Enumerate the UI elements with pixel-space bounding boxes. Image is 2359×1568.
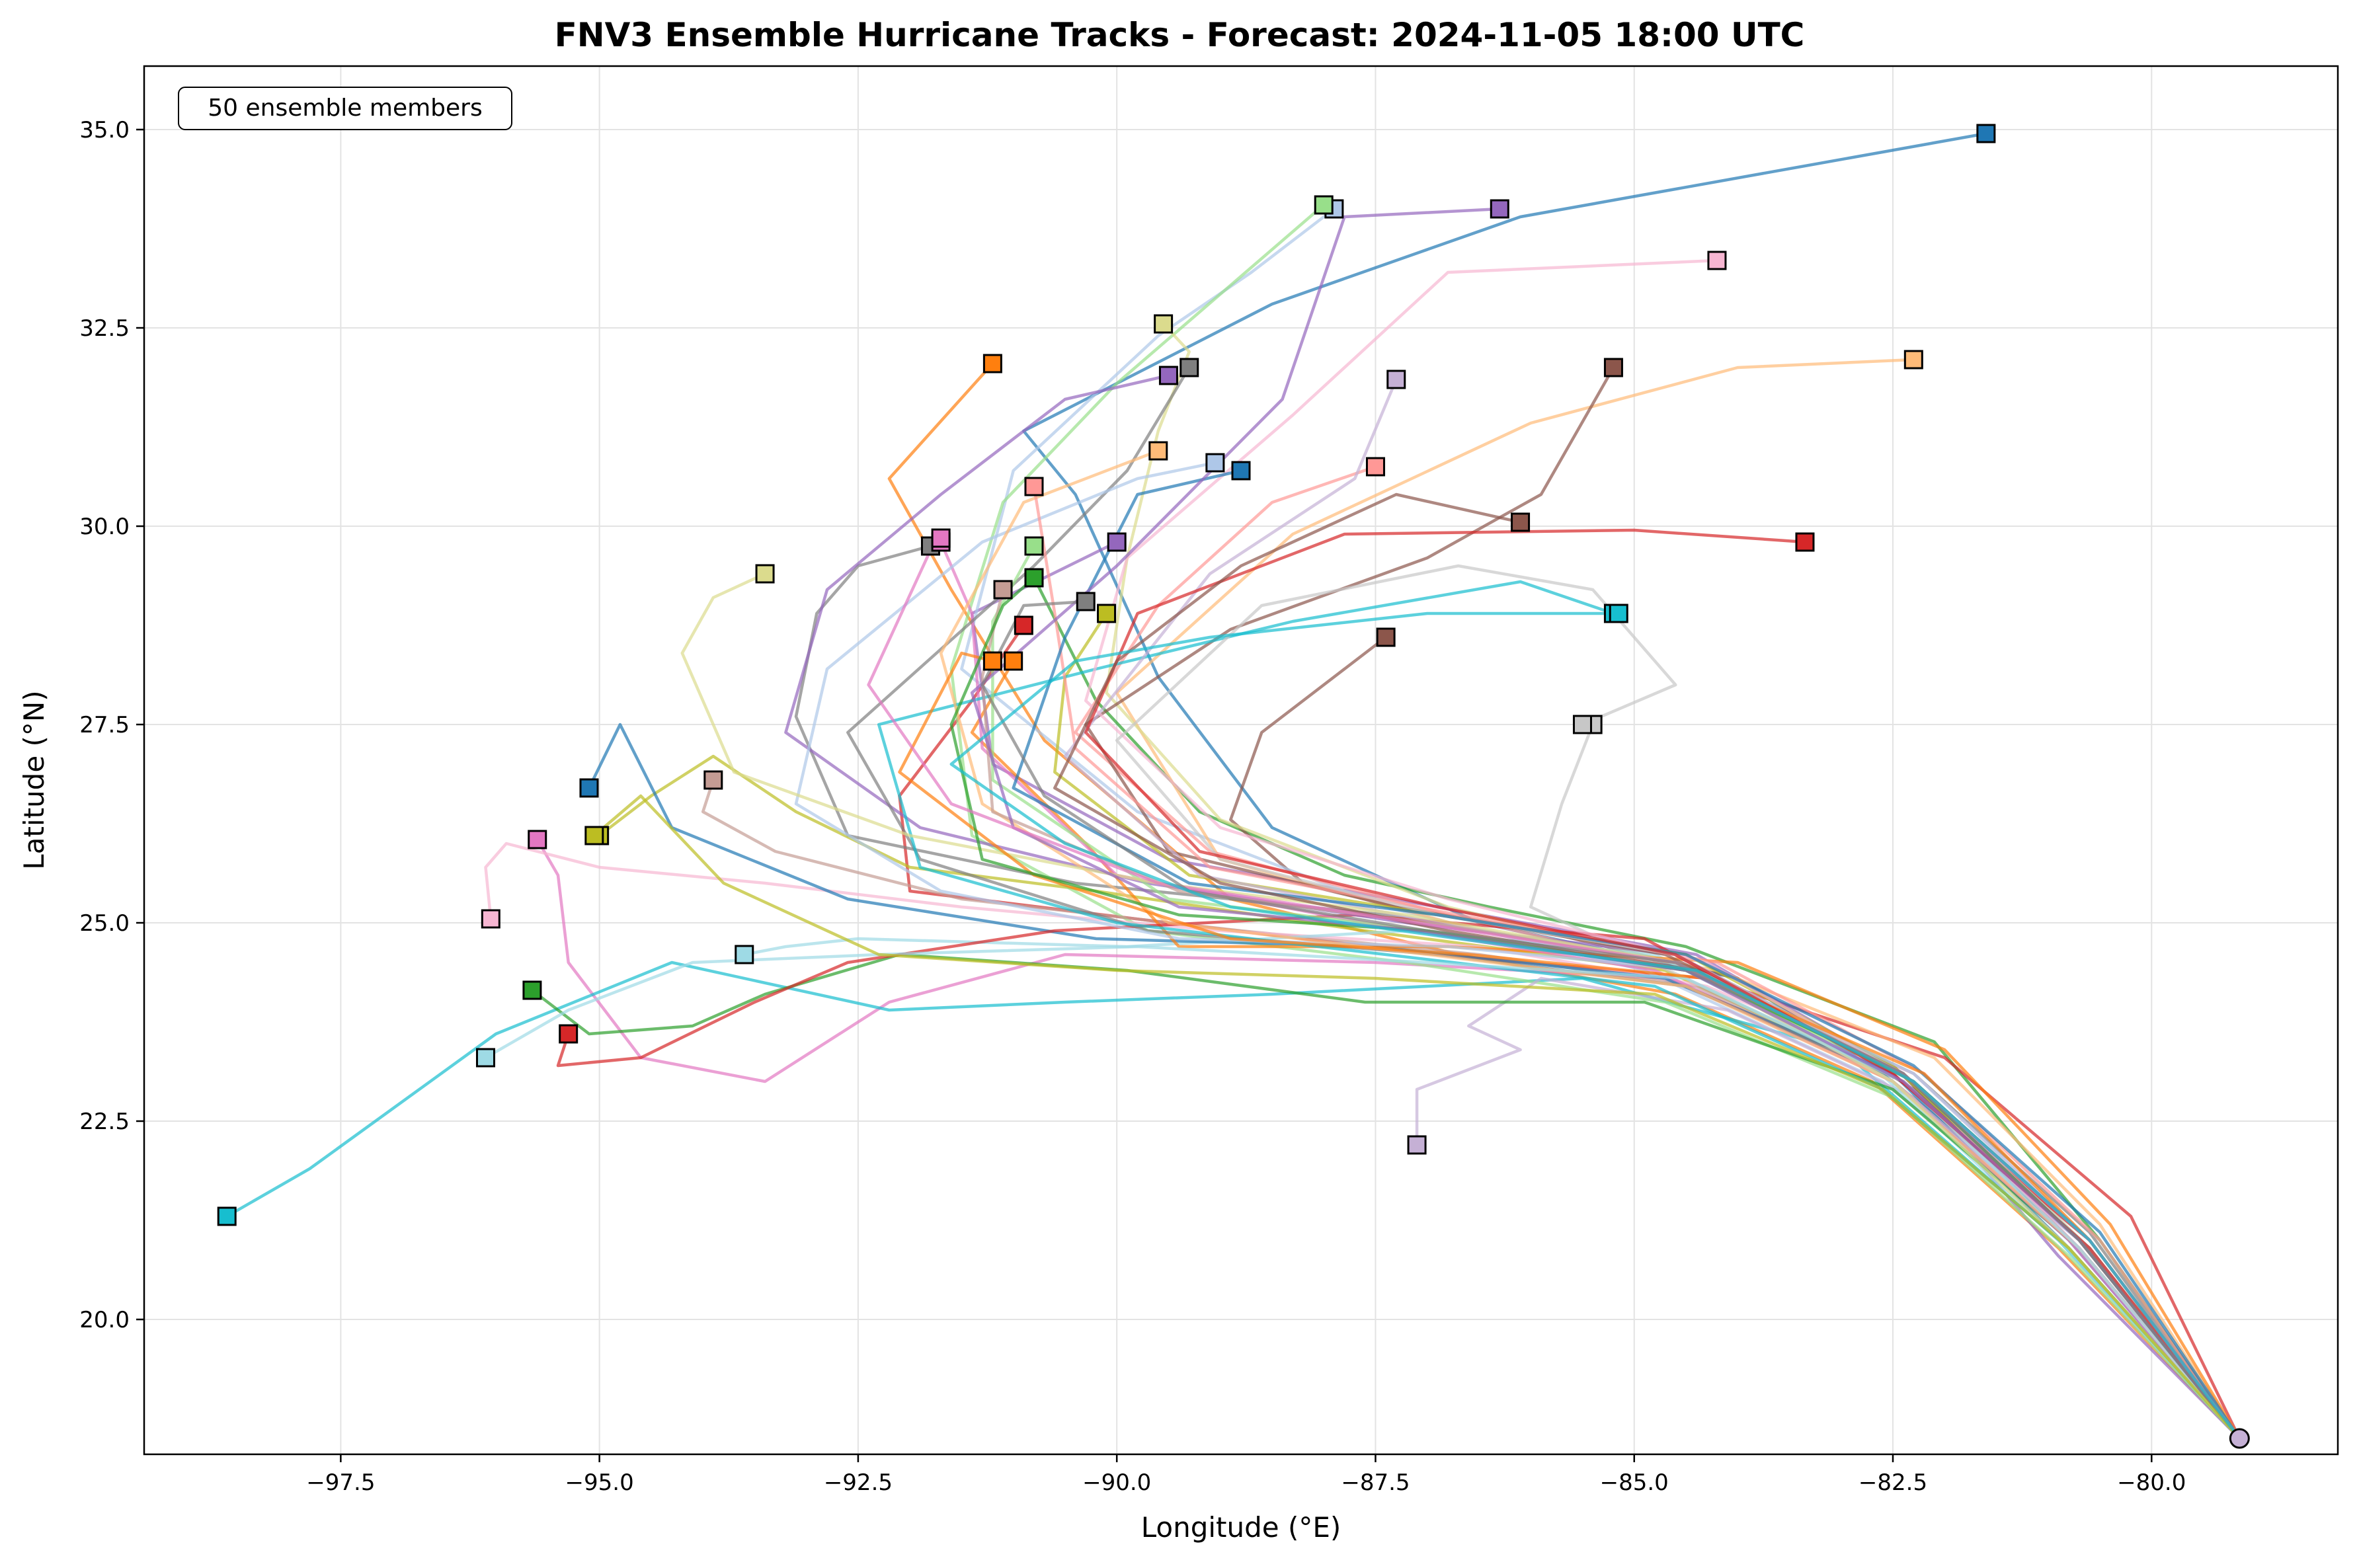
track-line xyxy=(939,449,2241,1440)
track-line xyxy=(1032,485,2241,1440)
track-end-marker xyxy=(217,1206,237,1226)
x-tick-label: −95.0 xyxy=(565,1470,634,1496)
track-line xyxy=(484,945,2241,1440)
chart-title: FNV3 Ensemble Hurricane Tracks - Forecas… xyxy=(555,16,1805,54)
y-tick-label: 32.5 xyxy=(79,315,130,342)
track-end-marker xyxy=(528,830,547,849)
track-end-marker xyxy=(993,580,1013,600)
y-tick-label: 20.0 xyxy=(79,1307,130,1333)
track-end-marker xyxy=(1609,604,1628,623)
track-end-marker xyxy=(735,945,754,964)
track-end-marker xyxy=(1148,441,1168,461)
y-tick-label: 30.0 xyxy=(79,514,130,540)
track-end-marker xyxy=(982,354,1002,373)
track-end-marker xyxy=(1407,1135,1427,1155)
track-end-marker xyxy=(1180,358,1199,377)
axes-layer: −97.5 −95.0 −92.5 −90.0 −87.5 −85.0 −82.5 −80.0… xyxy=(79,65,2339,1496)
track-end-marker xyxy=(1314,195,1334,215)
track-end-marker xyxy=(475,1048,495,1068)
x-tick-label: −90.0 xyxy=(1082,1470,1151,1496)
track-line xyxy=(970,207,2241,1440)
tracks-layer xyxy=(225,132,2241,1440)
track-end-marker xyxy=(703,770,723,790)
track-end-marker xyxy=(1076,592,1096,611)
x-tick-label: −85.0 xyxy=(1600,1470,1669,1496)
y-tick-label: 25.0 xyxy=(79,910,130,937)
track-end-marker xyxy=(1386,370,1406,389)
annotation-box: 50 ensemble members xyxy=(178,87,512,130)
track-end-marker xyxy=(1603,358,1623,377)
track-end-marker xyxy=(1014,615,1033,635)
track-end-marker xyxy=(1004,651,1023,671)
track-end-marker xyxy=(1158,366,1178,385)
track-line xyxy=(794,544,2241,1440)
grid-layer xyxy=(144,66,2338,1454)
track-line xyxy=(1012,469,2241,1440)
y-axis-label: Latitude (°N) xyxy=(18,690,50,869)
x-axis-label: Longitude (°E) xyxy=(1141,1511,1341,1544)
track-line xyxy=(898,651,2241,1440)
track-end-marker xyxy=(1795,532,1815,552)
track-end-marker xyxy=(1097,604,1117,623)
track-end-marker xyxy=(1107,532,1127,552)
track-end-marker xyxy=(1205,453,1225,473)
y-tick-label: 22.5 xyxy=(79,1109,130,1135)
track-end-marker xyxy=(579,778,599,798)
track-end-marker xyxy=(1231,461,1251,481)
track-end-marker xyxy=(1154,314,1174,334)
x-tick-label: −80.0 xyxy=(2117,1470,2186,1496)
track-end-marker xyxy=(1707,251,1727,270)
track-end-marker xyxy=(1572,715,1592,734)
track-end-marker xyxy=(481,909,500,929)
track-end-marker xyxy=(1024,536,1044,556)
plot-frame xyxy=(143,65,2339,1456)
track-end-marker xyxy=(1365,457,1385,477)
track-end-marker xyxy=(584,826,604,845)
track-end-marker xyxy=(755,564,775,584)
track-line xyxy=(1032,576,2241,1440)
markers-layer xyxy=(217,124,2250,1449)
x-tick-label: −82.5 xyxy=(1859,1470,1927,1496)
track-end-marker xyxy=(982,651,1002,671)
x-tick-label: −97.5 xyxy=(306,1470,375,1496)
track-end-marker xyxy=(559,1024,579,1044)
x-tick-label: −87.5 xyxy=(1341,1470,1410,1496)
track-end-marker xyxy=(1976,124,1996,143)
track-line xyxy=(949,611,2241,1440)
track-line xyxy=(592,794,2241,1440)
y-tick-label: 35.0 xyxy=(79,117,130,143)
track-end-marker xyxy=(931,528,951,548)
track-end-marker xyxy=(1903,350,1923,370)
track-end-marker xyxy=(1490,199,1509,219)
track-line xyxy=(225,960,2241,1440)
y-tick-label: 27.5 xyxy=(79,712,130,738)
annotation-text: 50 ensemble members xyxy=(208,95,482,122)
track-end-marker xyxy=(1511,512,1531,532)
track-end-marker xyxy=(1024,568,1044,588)
start-point-marker xyxy=(2229,1428,2250,1449)
track-line xyxy=(980,600,2241,1440)
track-end-marker xyxy=(1024,477,1044,496)
x-tick-label: −92.5 xyxy=(824,1470,893,1496)
track-end-marker xyxy=(1376,627,1396,647)
track-end-marker xyxy=(522,980,542,1000)
